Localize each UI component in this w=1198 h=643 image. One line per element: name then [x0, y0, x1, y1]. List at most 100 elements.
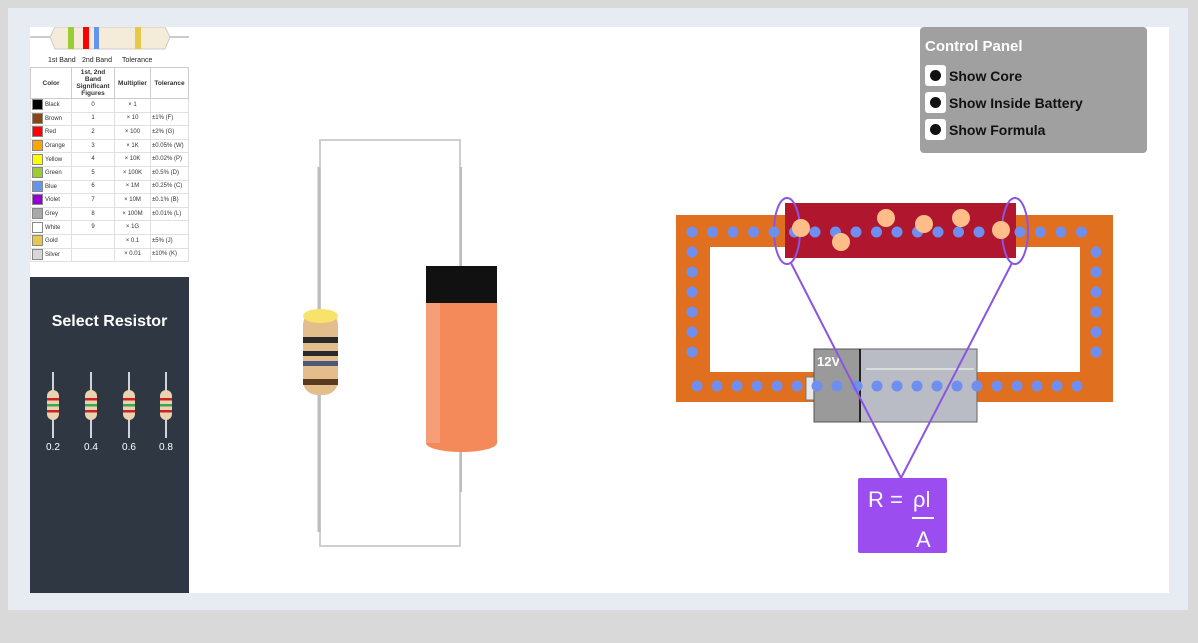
multiplier-cell: × 0.1	[114, 233, 151, 249]
color-row: Red 2 × 100 ±2% (G)	[30, 125, 189, 140]
electron	[973, 226, 985, 238]
radio-dot-icon	[930, 70, 941, 81]
electron	[953, 226, 964, 238]
tolerance-band-label: Tolerance	[122, 57, 153, 64]
color-row: Orange 3 × 1K ±0.05% (W)	[30, 138, 189, 154]
ion	[792, 219, 810, 237]
electron	[768, 226, 780, 238]
col-header-significant-figures: 1st, 2nd Band Significant Figures	[71, 67, 115, 99]
electron	[891, 226, 903, 238]
multiplier-cell: × 100	[114, 125, 151, 140]
color-name: Orange	[45, 143, 66, 150]
resistor-option-0.6[interactable]: 0.6	[119, 372, 139, 453]
electron	[831, 380, 843, 392]
radio-button[interactable]	[925, 65, 946, 86]
electron	[771, 380, 783, 392]
show-formula-label: Show Formula	[949, 122, 1046, 138]
tolerance-cell: ±0.25% (C)	[150, 179, 189, 195]
electron	[1055, 226, 1067, 238]
electron	[791, 380, 803, 392]
electron	[686, 326, 698, 338]
ion	[915, 215, 933, 233]
resistor-option-0.2[interactable]: 0.2	[43, 372, 63, 453]
battery-3d[interactable]	[426, 266, 497, 452]
control-panel-title: Control Panel	[925, 38, 1023, 55]
radio-button[interactable]	[925, 92, 946, 113]
color-row: Yellow 4 × 10K ±0.02% (P)	[30, 152, 189, 167]
electron	[686, 246, 698, 258]
tolerance-cell: ±0.01% (L)	[150, 206, 189, 222]
tolerance-cell: ±0.02% (P)	[150, 152, 189, 167]
battery-voltage-label: 12V	[817, 354, 840, 369]
color-row: Brown 1 × 10 ±1% (F)	[30, 111, 189, 127]
digit-cell: 7	[71, 193, 115, 208]
color-name-cell: Red	[30, 125, 72, 140]
resistor-option-value: 0.8	[159, 442, 173, 453]
electron	[1071, 380, 1083, 392]
color-swatch	[32, 248, 43, 260]
resistor-3d[interactable]	[303, 309, 338, 395]
electron	[686, 286, 698, 298]
multiplier-cell: × 100M	[114, 206, 151, 222]
probe-line-right	[900, 262, 1013, 479]
color-name-cell: Green	[30, 165, 72, 181]
color-name-cell: Violet	[30, 193, 72, 208]
digit-cell: 1	[71, 111, 115, 127]
color-name-cell: Gold	[30, 233, 72, 249]
multiplier-cell: × 10	[114, 111, 151, 127]
tolerance-cell: ±0.1% (B)	[150, 193, 189, 208]
resistor-option-value: 0.4	[84, 442, 98, 453]
electron	[711, 380, 723, 392]
digit-cell	[71, 247, 115, 263]
electron	[1090, 306, 1102, 318]
color-code-panel: 1st Band 2nd Band Tolerance Color 1st, 2…	[30, 27, 189, 277]
color-name: Green	[45, 170, 62, 177]
color-swatch	[32, 140, 43, 152]
color-name-cell: Orange	[30, 138, 72, 154]
tolerance-cell: ±0.5% (D)	[150, 165, 189, 181]
color-name: Grey	[45, 211, 59, 218]
electron	[1035, 226, 1046, 238]
electron	[1090, 266, 1102, 278]
show-core-label: Show Core	[949, 68, 1023, 84]
multiplier-cell: × 0.01	[114, 247, 151, 263]
digit-cell: 4	[71, 152, 115, 167]
radio-button[interactable]	[925, 119, 946, 140]
electron	[931, 380, 943, 392]
col-header-color: Color	[30, 67, 72, 99]
resistor-option-0.8[interactable]: 0.8	[156, 372, 176, 453]
ion	[877, 209, 895, 227]
electron	[932, 226, 944, 238]
multiplier-cell: × 100K	[114, 165, 151, 181]
multiplier-cell: × 1G	[114, 220, 151, 235]
digit-cell: 9	[71, 220, 115, 235]
color-swatch	[32, 221, 43, 233]
electron	[911, 380, 923, 392]
electrons	[686, 226, 1102, 392]
radio-dot-icon	[930, 97, 941, 108]
color-swatch	[32, 112, 43, 124]
tolerance-cell: ±1% (F)	[150, 111, 189, 127]
color-row: Silver × 0.01 ±10% (K)	[30, 247, 189, 263]
color-row: Blue 6 × 1M ±0.25% (C)	[30, 179, 189, 195]
electron	[1090, 346, 1102, 358]
color-row: Violet 7 × 10M ±0.1% (B)	[30, 193, 189, 208]
color-name-cell: Yellow	[30, 152, 72, 167]
resistor-icon	[47, 390, 59, 420]
color-name-cell: Grey	[30, 206, 72, 222]
color-row: Green 5 × 100K ±0.5% (D)	[30, 165, 189, 181]
select-resistor-title: Select Resistor	[51, 313, 168, 330]
electron	[871, 226, 882, 238]
electron	[1090, 326, 1102, 338]
electron	[686, 306, 698, 318]
electron	[731, 380, 743, 392]
color-swatch	[32, 99, 43, 111]
color-name: Gold	[45, 238, 58, 245]
color-swatch	[32, 126, 43, 138]
resistor-option-0.4[interactable]: 0.4	[81, 372, 101, 453]
electron	[1031, 380, 1043, 392]
color-swatch	[32, 194, 43, 206]
electron	[727, 226, 739, 238]
electron	[871, 380, 883, 392]
electron	[686, 226, 698, 238]
